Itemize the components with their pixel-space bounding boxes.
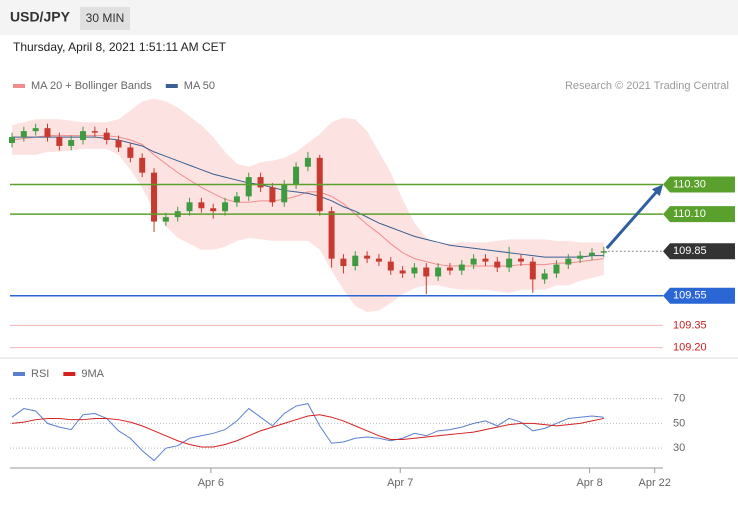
level-label: 109.20	[673, 341, 707, 353]
legend-label: RSI	[31, 368, 49, 380]
candle-body	[293, 166, 300, 185]
candle-body	[162, 217, 169, 222]
candle-body	[470, 258, 477, 265]
rsi-line	[11, 403, 604, 462]
candle-body	[186, 202, 193, 212]
candle-body	[68, 140, 75, 146]
candle-body	[328, 211, 335, 259]
candle-body	[588, 252, 595, 256]
candle-body	[375, 258, 382, 262]
candle-body	[340, 258, 347, 267]
forecast-arrow	[605, 189, 659, 250]
candle-body	[423, 267, 430, 277]
candle-body	[304, 157, 311, 167]
x-tick-label: Apr 6	[198, 477, 224, 489]
level-box	[663, 287, 735, 304]
candle-body	[32, 128, 39, 132]
candle-body	[387, 261, 394, 271]
candle-body	[269, 187, 276, 203]
candle-body	[435, 267, 442, 277]
candle-body	[506, 258, 513, 268]
legend-swatch	[13, 372, 25, 376]
subtitle: Thursday, April 8, 2021 1:51:11 AM CET	[13, 40, 227, 54]
candle-body	[91, 131, 98, 133]
x-tick-label: Apr 7	[387, 477, 413, 489]
candle-body	[600, 251, 607, 253]
candle-body	[9, 137, 15, 143]
candle-body	[281, 184, 288, 203]
candle-body	[127, 147, 134, 158]
legend-label: MA 50	[184, 80, 215, 92]
level-label: 109.85	[673, 245, 707, 257]
rsi-line	[11, 414, 604, 448]
candle-body	[151, 172, 158, 222]
x-tick-label: Apr 8	[576, 477, 602, 489]
candle-body	[364, 255, 371, 259]
level-label: 109.35	[673, 319, 707, 331]
level-label: 110.10	[673, 208, 706, 220]
candle-body	[494, 261, 501, 268]
candle-body	[565, 258, 572, 265]
candle-body	[80, 131, 87, 141]
level-box	[663, 206, 735, 223]
legend-swatch	[165, 84, 178, 88]
candle-body	[56, 137, 63, 146]
legend-swatch	[63, 372, 76, 376]
candle-body	[20, 131, 27, 138]
candle-body	[577, 255, 584, 259]
candle-body	[233, 196, 240, 203]
candle-body	[458, 264, 465, 271]
y-tick-label: 50	[673, 417, 685, 429]
candle-body	[352, 255, 359, 267]
y-tick-label: 70	[673, 393, 685, 405]
candle-body	[245, 177, 252, 197]
candle-body	[257, 177, 264, 188]
candle-body	[115, 140, 122, 148]
candle-body	[411, 267, 418, 274]
level-box	[663, 176, 735, 193]
candle-body	[517, 258, 524, 262]
candle-body	[139, 157, 146, 173]
candle-body	[541, 273, 548, 280]
interval-box	[80, 7, 130, 30]
candle-body	[210, 208, 217, 212]
level-box	[663, 243, 735, 260]
candle-body	[446, 267, 453, 271]
ma-line	[11, 135, 604, 267]
forecast-arrowhead	[651, 184, 663, 197]
candle-body	[529, 261, 536, 280]
candle-body	[44, 128, 51, 138]
legend-label: MA 20 + Bollinger Bands	[31, 80, 152, 92]
candle-body	[399, 270, 406, 274]
level-label: 110.30	[673, 178, 706, 190]
candle-body	[198, 202, 205, 209]
candle-body	[482, 258, 489, 262]
legend-swatch	[13, 84, 25, 88]
bollinger-band	[12, 98, 604, 313]
candle-body	[103, 132, 110, 141]
interval: 30 MIN	[86, 11, 125, 25]
legend-label: 9MA	[81, 368, 104, 380]
level-label: 109.55	[673, 290, 707, 302]
ma-line	[12, 136, 604, 258]
y-tick-label: 30	[673, 442, 685, 454]
x-tick-label: Apr 22	[639, 477, 671, 489]
credit: Research © 2021 Trading Central	[565, 80, 729, 92]
candle-body	[553, 264, 560, 274]
candle-body	[222, 202, 229, 212]
chart-title: USD/JPY	[10, 9, 71, 25]
